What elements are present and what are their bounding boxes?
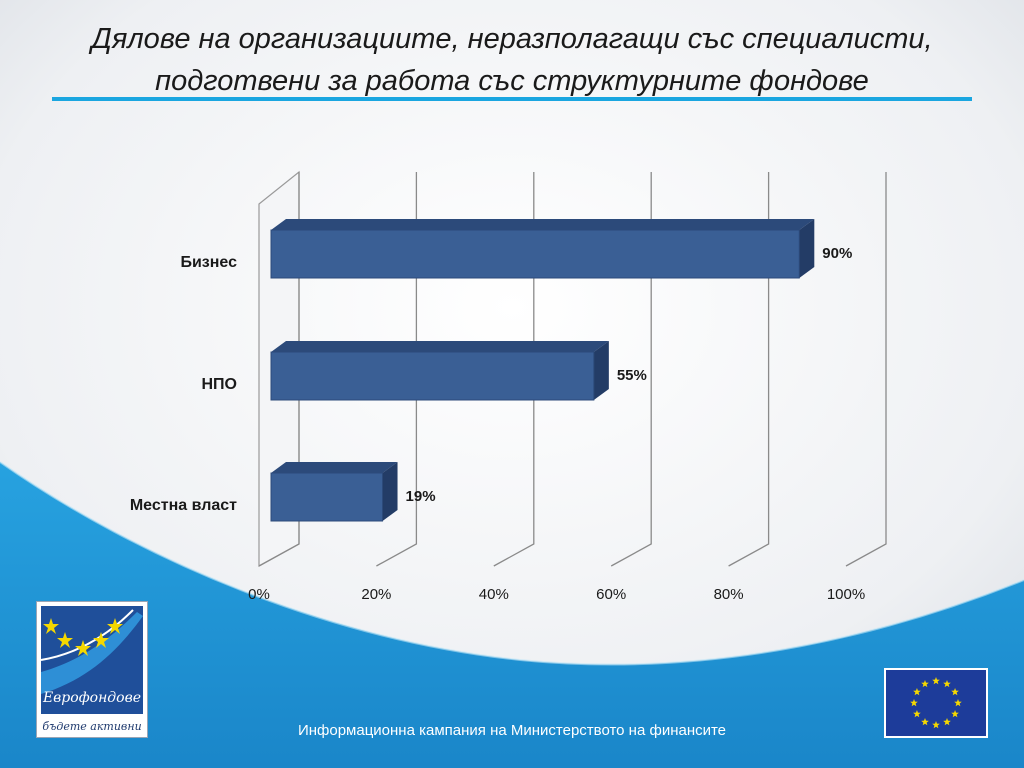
- data-label: 19%: [406, 488, 436, 505]
- eu-star-icon: [932, 721, 940, 729]
- eu-star-icon: [910, 699, 918, 707]
- gridline: [258, 172, 300, 567]
- bar-top-face: [271, 341, 609, 352]
- logo-brand-text: Еврофондове: [42, 690, 142, 706]
- bar-side-face: [382, 462, 398, 521]
- gridline: [728, 172, 770, 567]
- bar-side-face: [799, 219, 815, 278]
- eu-flag-icon: [884, 668, 988, 738]
- logo-slogan-text: бъдете активни: [42, 720, 142, 733]
- footer-text: Информационна кампания на Министерството…: [297, 722, 727, 739]
- gridline: [493, 172, 535, 567]
- eurofunds-logo: Еврофондове бъдете активни: [36, 601, 148, 738]
- gridline: [610, 172, 652, 567]
- category-label: Местна власт: [130, 497, 237, 514]
- x-tick-label: 40%: [479, 586, 509, 603]
- title-line-1: Дялове на организациите, неразполагащи с…: [91, 23, 933, 55]
- data-label: 55%: [617, 367, 647, 384]
- x-tick-label: 0%: [248, 586, 270, 603]
- eu-star-icon: [921, 718, 929, 726]
- eu-star-icon: [943, 679, 951, 688]
- bar-side-face: [593, 341, 609, 400]
- eurofunds-emblem-icon: [40, 606, 143, 714]
- eu-stars-icon: [910, 677, 962, 729]
- x-tick-label: 100%: [827, 586, 865, 603]
- eu-star-icon: [951, 688, 959, 696]
- bar: [270, 351, 595, 401]
- gridline: [845, 172, 887, 567]
- eu-star-icon: [921, 679, 929, 688]
- eu-star-icon: [932, 677, 940, 685]
- title-underline: [52, 97, 972, 101]
- data-label: 90%: [822, 245, 852, 262]
- title-line-2: подготвени за работа със структурните фо…: [155, 65, 869, 97]
- bar: [270, 229, 800, 279]
- x-tick-label: 80%: [714, 586, 744, 603]
- eu-star-icon: [954, 699, 962, 707]
- eu-star-icon: [951, 710, 959, 718]
- eu-star-icon: [913, 688, 921, 696]
- eu-star-icon: [913, 710, 921, 718]
- eu-star-icon: [943, 718, 951, 726]
- x-tick-label: 60%: [596, 586, 626, 603]
- bar-top-face: [271, 219, 815, 230]
- bar-top-face: [271, 462, 398, 473]
- slide-title: Дялове на организациите, неразполагащи с…: [40, 18, 984, 102]
- gridline: [376, 172, 418, 567]
- category-label: НПО: [202, 376, 238, 393]
- category-label: Бизнес: [180, 254, 237, 271]
- bar: [270, 472, 384, 522]
- x-tick-label: 20%: [361, 586, 391, 603]
